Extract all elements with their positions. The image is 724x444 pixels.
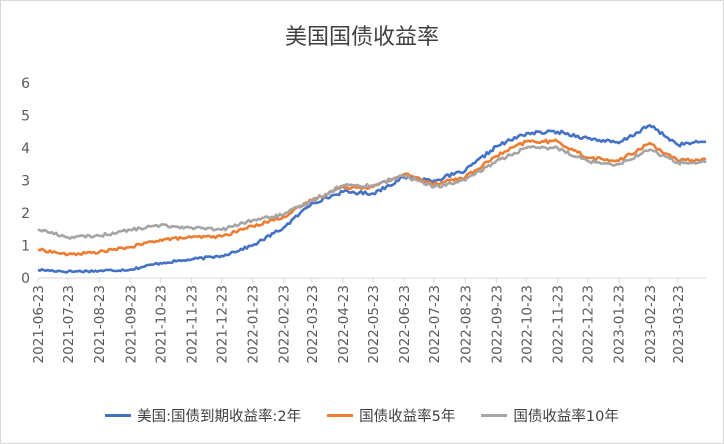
x-tick-label: 2022-09-23 xyxy=(489,285,505,363)
legend-label: 美国:国债到期收益率:2年 xyxy=(137,409,302,425)
x-tick-label: 2022-03-23 xyxy=(305,285,321,363)
x-tick-label: 2022-06-23 xyxy=(397,285,413,363)
x-tick-label: 2022-07-23 xyxy=(427,285,443,363)
y-tick-label: 2 xyxy=(21,206,30,222)
x-tick-label: 2021-06-23 xyxy=(31,285,47,363)
y-tick-label: 6 xyxy=(21,76,30,92)
x-tick-label: 2022-10-23 xyxy=(519,285,535,363)
x-tick-label: 2022-02-23 xyxy=(277,285,293,363)
x-tick-label: 2021-07-23 xyxy=(61,285,77,363)
series-line-1 xyxy=(37,124,707,274)
x-tick-label: 2023-03-23 xyxy=(671,285,687,363)
x-tick-label: 2021-11-23 xyxy=(184,285,200,363)
x-tick-label: 2021-08-23 xyxy=(92,285,108,363)
legend-item-1: 美国:国债到期收益率:2年 xyxy=(105,405,301,426)
y-tick-label: 5 xyxy=(21,109,30,125)
series-line-3 xyxy=(37,145,707,240)
legend-item-3: 国债收益率10年 xyxy=(481,405,619,426)
x-tick-label: 2021-12-23 xyxy=(215,285,231,363)
x-tick-label: 2022-12-23 xyxy=(581,285,597,363)
x-tick-label: 2023-02-23 xyxy=(643,285,659,363)
x-tick-label: 2021-09-23 xyxy=(123,285,139,363)
x-tick-label: 2023-01-23 xyxy=(612,285,628,363)
x-tick-label: 2022-11-23 xyxy=(551,285,567,363)
legend-swatch xyxy=(105,414,132,417)
y-tick-label: 1 xyxy=(21,239,30,255)
x-tick-label: 2021-10-23 xyxy=(153,285,169,363)
legend-item-2: 国债收益率5年 xyxy=(327,405,455,426)
chart-title: 美国国债收益率 xyxy=(284,25,439,50)
x-tick-label: 2022-08-23 xyxy=(458,285,474,363)
y-tick-label: 3 xyxy=(21,174,30,190)
series-line-2 xyxy=(37,138,707,257)
legend-swatch xyxy=(481,414,508,417)
chart-legend: 美国:国债到期收益率:2年 国债收益率5年 国债收益率10年 xyxy=(1,405,723,426)
y-tick-label: 0 xyxy=(21,271,30,287)
legend-label: 国债收益率5年 xyxy=(359,409,456,425)
y-tick-label: 4 xyxy=(21,141,30,157)
x-tick-label: 2022-05-23 xyxy=(366,285,382,363)
x-tick-label: 2022-04-23 xyxy=(336,285,352,363)
legend-swatch xyxy=(327,414,354,417)
legend-label: 国债收益率10年 xyxy=(513,409,619,425)
x-tick-label: 2022-01-23 xyxy=(246,285,262,363)
